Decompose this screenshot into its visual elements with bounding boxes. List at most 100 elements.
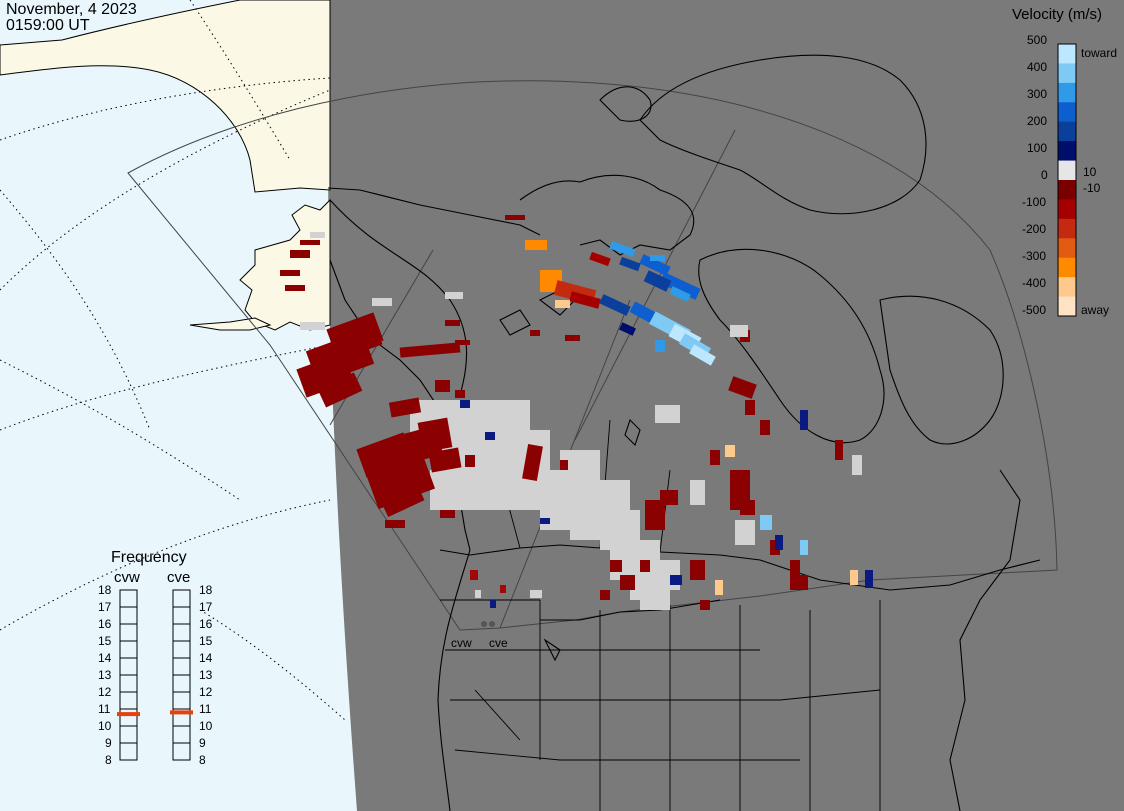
echo-cell xyxy=(296,352,354,398)
echo-cell xyxy=(655,405,680,423)
echo-cell xyxy=(728,376,757,399)
cve-site-marker xyxy=(489,621,495,627)
colorbar-swatch xyxy=(1058,277,1076,298)
frequency-panel xyxy=(117,589,193,761)
echo-cell xyxy=(522,443,543,482)
frequency-tick: 16 xyxy=(98,617,112,631)
echo-cell xyxy=(690,480,705,505)
echo-cell xyxy=(455,390,465,398)
echo-cell xyxy=(310,232,325,238)
echo-cell xyxy=(475,590,481,598)
echo-cell xyxy=(689,344,716,366)
echo-cell xyxy=(445,292,463,299)
alaska-coast-land xyxy=(239,198,331,331)
echo-cell xyxy=(760,420,770,435)
frequency-tick: 18 xyxy=(199,583,213,597)
echo-cell xyxy=(460,400,470,408)
frequency-tick: 10 xyxy=(199,719,213,733)
echo-cell xyxy=(640,560,650,572)
velocity-tick: 500 xyxy=(1027,33,1048,47)
radar-label-cve: cve xyxy=(167,569,191,586)
frequency-tick: 17 xyxy=(98,600,112,614)
echo-cell xyxy=(643,270,672,292)
echo-cell xyxy=(388,397,422,418)
echo-cell xyxy=(600,590,610,600)
echo-cell xyxy=(317,372,363,408)
echo-cell xyxy=(385,520,405,528)
colorbar-swatch xyxy=(1058,82,1076,103)
echo-cell xyxy=(417,417,453,453)
echo-cell xyxy=(399,342,461,358)
frequency-tick: 12 xyxy=(98,685,112,699)
cvw-site-marker xyxy=(481,621,487,627)
echo-cell xyxy=(569,291,601,309)
colorbar-swatch xyxy=(1058,199,1076,220)
echo-cell xyxy=(435,380,450,392)
echo-cell xyxy=(440,510,455,518)
velocity-tick: -100 xyxy=(1022,195,1047,209)
echo-cell xyxy=(485,432,495,440)
colorbar-swatch xyxy=(1058,238,1076,259)
echo-cell xyxy=(465,455,475,467)
echo-cell xyxy=(455,340,470,345)
echo-cell xyxy=(285,285,305,291)
echo-cell xyxy=(290,250,310,258)
colorbar-swatch xyxy=(1058,296,1076,317)
echo-cell xyxy=(540,518,550,524)
velocity-inner-tick: 10 xyxy=(1083,165,1097,179)
echo-cell xyxy=(555,300,570,308)
echo-cell xyxy=(530,590,542,598)
site-label-cvw: cvw xyxy=(451,636,472,650)
echo-cell xyxy=(347,325,383,355)
colorbar-swatch xyxy=(1058,218,1076,239)
frequency-title: Frequency xyxy=(111,549,187,566)
echo-cell xyxy=(620,575,635,590)
frequency-tick: 9 xyxy=(105,736,112,750)
frequency-tick: 10 xyxy=(98,719,112,733)
echo-cell xyxy=(850,570,858,585)
echo-cell xyxy=(445,320,460,326)
echo-cell xyxy=(300,322,325,330)
frequency-tick: 8 xyxy=(199,753,206,767)
frequency-tick: 17 xyxy=(199,600,213,614)
echo-cell xyxy=(710,450,720,465)
echo-cell xyxy=(735,520,755,545)
velocity-tick: -400 xyxy=(1022,276,1047,290)
velocity-tick: 400 xyxy=(1027,60,1048,74)
echo-cell xyxy=(740,500,755,515)
echo-cell xyxy=(300,240,320,245)
frequency-tick: 11 xyxy=(98,702,111,716)
echo-cell xyxy=(800,575,808,590)
aleutian-peninsula xyxy=(189,317,272,331)
frequency-tick: 8 xyxy=(105,753,112,767)
velocity-tick: -500 xyxy=(1022,303,1047,317)
frequency-tick: 13 xyxy=(98,668,112,682)
echo-cell xyxy=(775,535,783,550)
echo-cell xyxy=(760,515,772,530)
velocity-inner-tick: -10 xyxy=(1083,181,1101,195)
frequency-tick: 14 xyxy=(199,651,213,665)
echo-cell xyxy=(700,600,710,610)
echo-cell xyxy=(645,500,665,530)
colorbar-swatch xyxy=(1058,63,1076,84)
echo-cell xyxy=(470,570,478,580)
echo-cell xyxy=(715,580,723,595)
frequency-tick: 13 xyxy=(199,668,213,682)
echo-cell xyxy=(280,270,300,276)
velocity-tick: 0 xyxy=(1041,168,1048,182)
echo-cell xyxy=(375,472,425,518)
velocity-tick: -200 xyxy=(1022,222,1047,236)
velocity-tick: 300 xyxy=(1027,87,1048,101)
echo-cell xyxy=(372,298,392,306)
echo-cell xyxy=(560,460,568,470)
colorbar-swatch xyxy=(1058,141,1076,162)
echo-cell xyxy=(852,455,862,475)
frequency-tick: 11 xyxy=(199,702,212,716)
echo-cell xyxy=(589,251,611,267)
echo-cell xyxy=(790,560,800,590)
echo-cell xyxy=(650,255,665,261)
echo-cell xyxy=(565,335,580,341)
echo-cell xyxy=(865,570,873,588)
echo-cell xyxy=(610,560,622,572)
echo-cell xyxy=(800,410,808,430)
